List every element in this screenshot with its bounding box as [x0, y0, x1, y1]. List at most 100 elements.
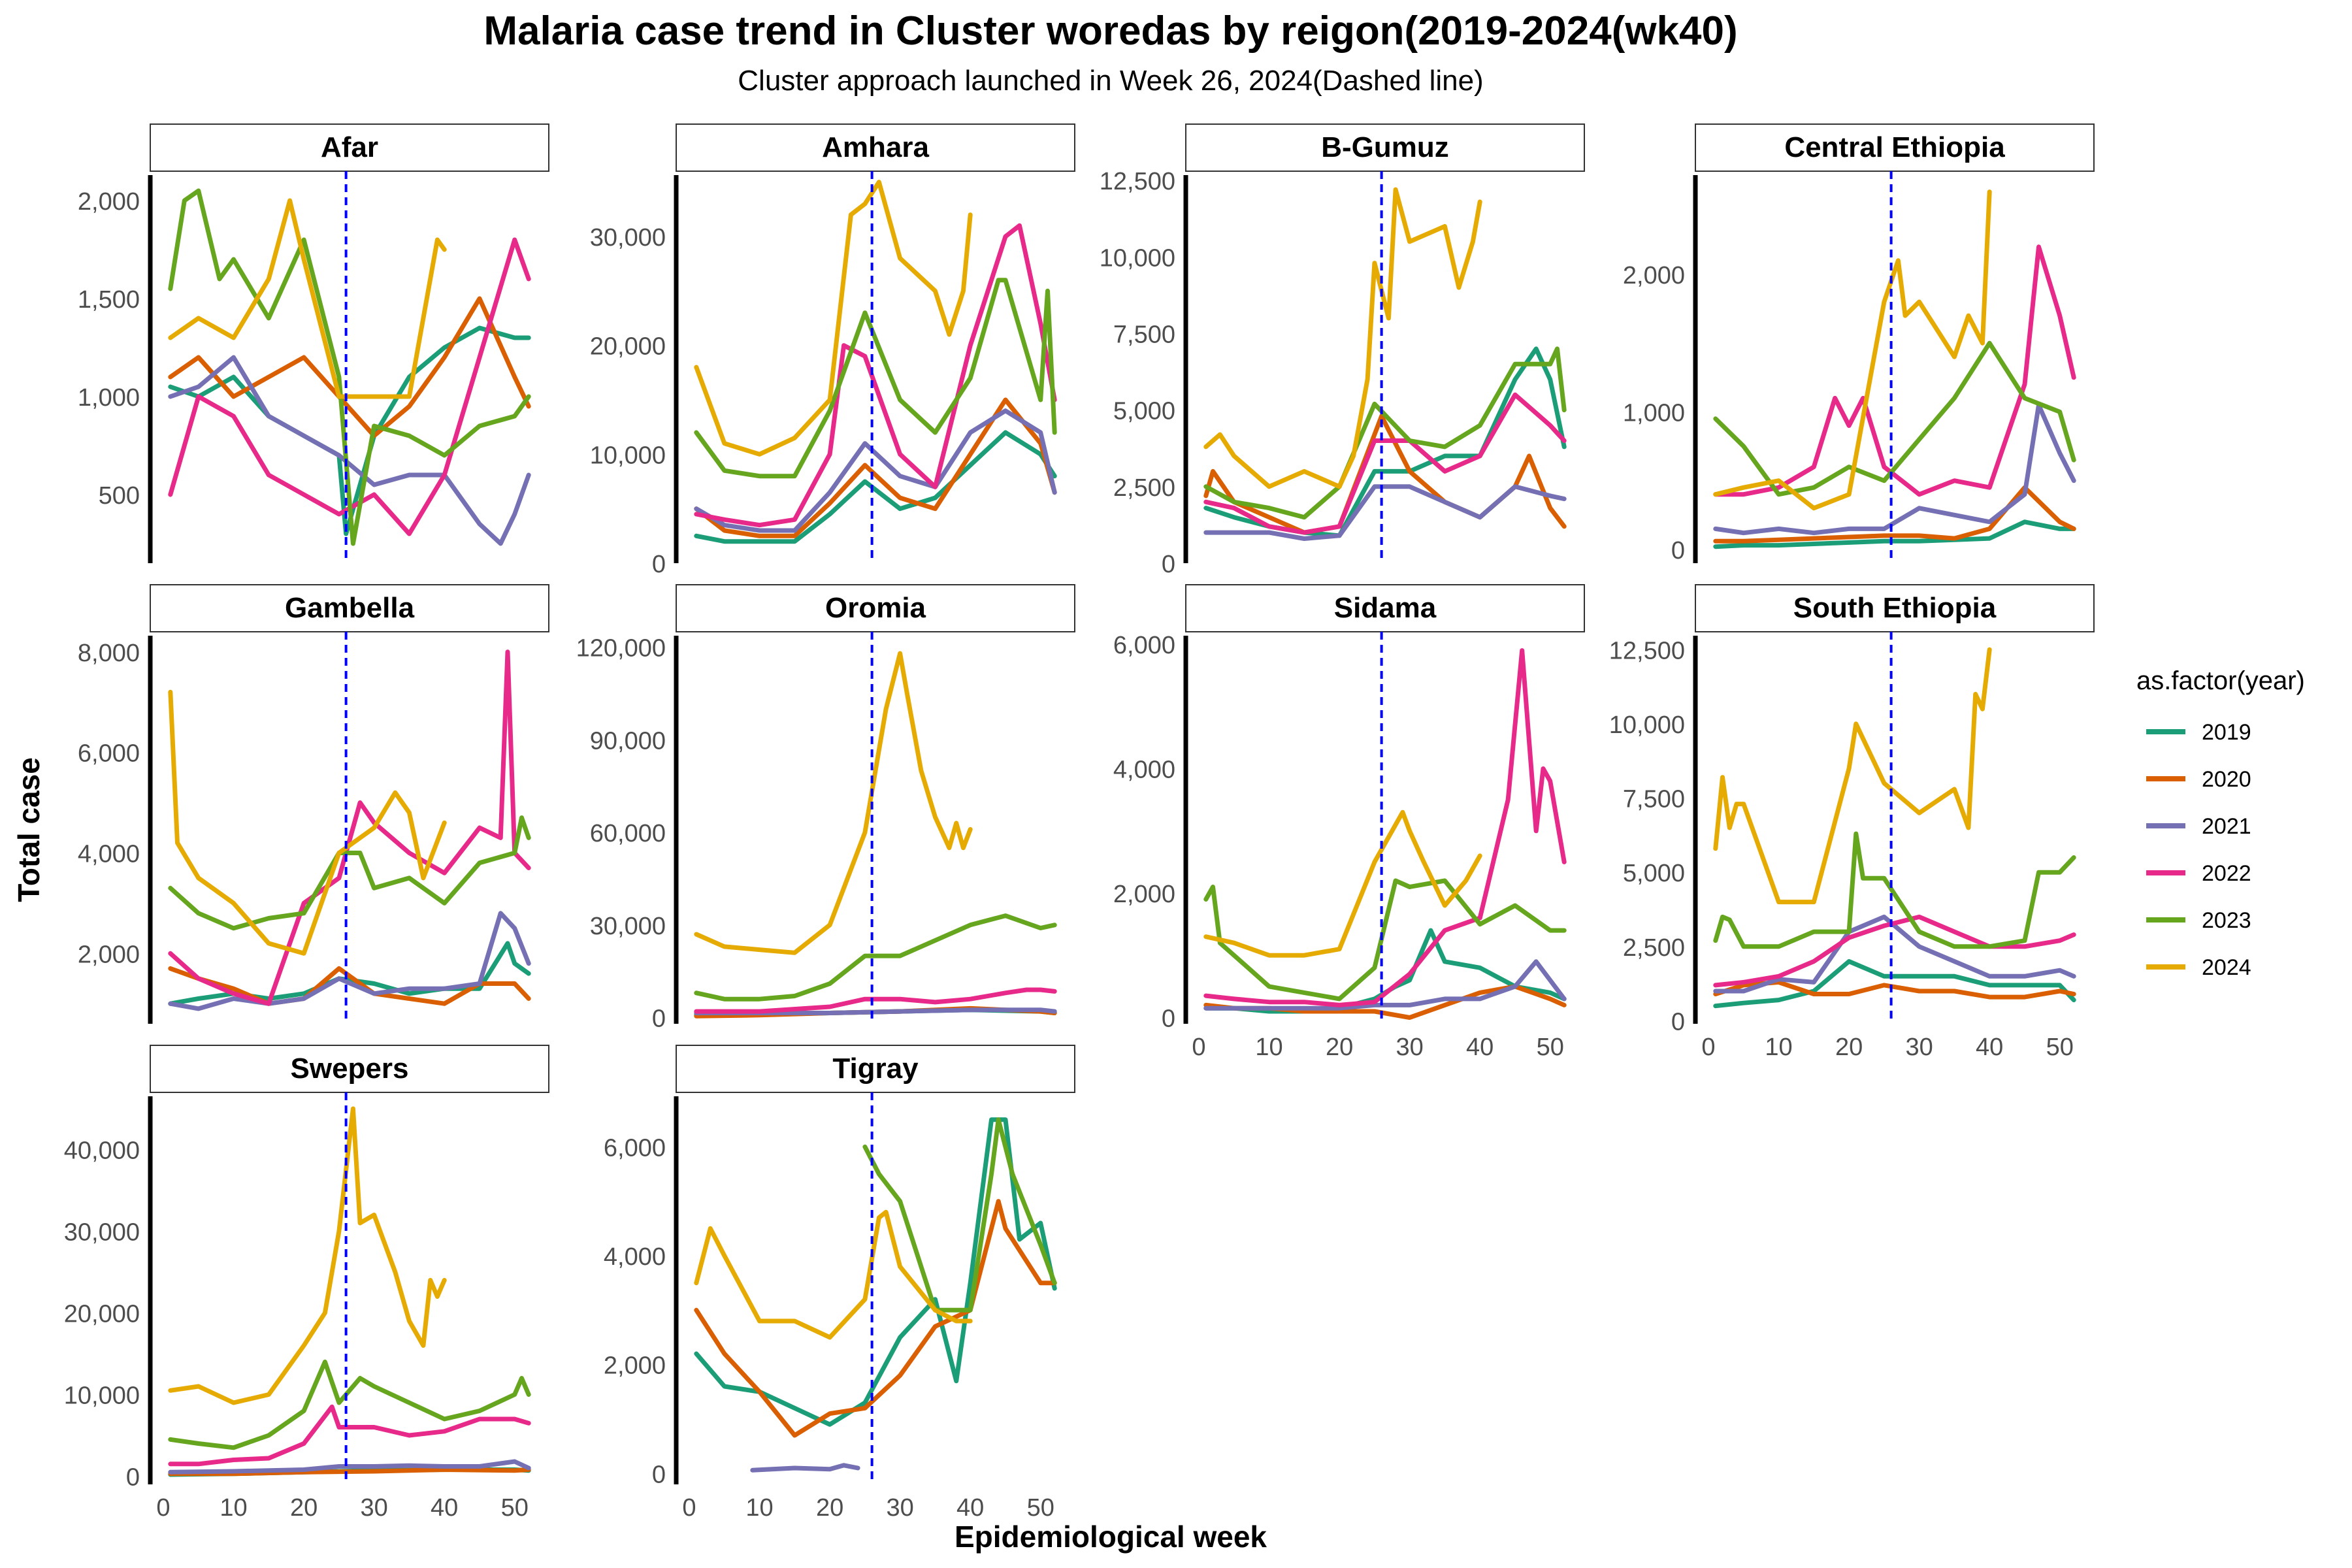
series-line-2021	[168, 355, 531, 546]
series-line-2022	[1203, 392, 1567, 535]
series-line-2023	[168, 815, 531, 931]
series-line-2024	[694, 1209, 973, 1340]
x-tick-label: 50	[501, 1494, 529, 1522]
strip-box	[150, 584, 549, 632]
series-line-2020	[168, 966, 531, 1006]
legend-label-2019: 2019	[2202, 720, 2251, 745]
series-line-2024	[168, 689, 447, 956]
series-line-2019	[694, 1117, 1057, 1427]
series-line-2023	[168, 188, 531, 546]
series-line-2019	[694, 430, 1057, 544]
y-tick-label: 0	[1162, 1005, 1175, 1032]
y-tick-label: 40,000	[64, 1137, 140, 1165]
y-tick-label: 4,000	[604, 1243, 666, 1271]
strip-box	[150, 123, 549, 172]
series-line-2022	[1713, 914, 2076, 988]
panel-amhara: Amhara 0 10,000 20,000 30,000	[590, 123, 1075, 578]
series-line-2024	[1203, 809, 1482, 958]
strip-label: Sidama	[1334, 592, 1437, 624]
strip-label: Tigray	[832, 1053, 919, 1085]
y-tick-label: 7,500	[1623, 786, 1685, 813]
series-line-2024	[168, 198, 447, 399]
series-line-2022	[694, 987, 1057, 1014]
y-tick-label: 0	[652, 1461, 666, 1488]
legend-title: as.factor(year)	[2136, 666, 2305, 695]
y-tick-label: 12,500	[1100, 168, 1175, 195]
strip-label: Swepers	[291, 1053, 409, 1085]
y-tick-label: 2,000	[1623, 262, 1685, 289]
x-tick-label: 20	[816, 1494, 843, 1522]
x-tick-label: 30	[887, 1494, 914, 1522]
y-tick-label: 10,000	[64, 1382, 140, 1410]
y-tick-label: 1,000	[78, 384, 140, 412]
x-tick-label: 40	[1466, 1034, 1494, 1061]
strip-label: Gambella	[285, 592, 415, 624]
strip-box	[1695, 123, 2095, 172]
y-tick-label: 12,500	[1609, 637, 1685, 664]
series-line-2020	[1713, 485, 2076, 544]
y-tick-label: 30,000	[64, 1219, 140, 1247]
x-tick-label: 10	[220, 1494, 247, 1522]
series-line-2024	[168, 1106, 447, 1405]
legend-label-2020: 2020	[2202, 767, 2251, 792]
x-tick-label: 50	[1027, 1494, 1054, 1522]
y-tick-label: 5,000	[1623, 860, 1685, 887]
y-tick-label: 1,500	[78, 286, 140, 314]
panel-afar: Afar 500 1,000 1,500 2,000	[78, 123, 549, 563]
y-tick-label: 0	[652, 551, 666, 578]
x-tick-label: 0	[1192, 1034, 1205, 1061]
y-tick-label: 20,000	[590, 333, 666, 361]
strip-box	[676, 584, 1075, 632]
x-tick-label: 40	[1976, 1034, 2003, 1061]
legend-label-2023: 2023	[2202, 908, 2251, 933]
series-line-2019	[1713, 519, 2076, 549]
series-line-2023	[1713, 831, 2076, 949]
series-line-2022	[1203, 648, 1567, 1007]
series-line-2019	[1713, 959, 2076, 1009]
series-line-2024	[1203, 187, 1482, 489]
y-tick-label: 0	[1671, 1008, 1685, 1036]
x-tick-label: 20	[1835, 1034, 1863, 1061]
y-tick-label: 30,000	[590, 224, 666, 252]
strip-box	[676, 123, 1075, 172]
x-tick-label: 20	[290, 1494, 318, 1522]
x-tick-label: 10	[745, 1494, 773, 1522]
chart-title: Malaria case trend in Cluster woredas by…	[483, 8, 1737, 54]
y-axis-label: Total case	[12, 757, 46, 902]
panel-b-gumuz: B-Gumuz 0 2,500 5,000 7,500 10,000 12,500	[1100, 123, 1585, 578]
series-line-2024	[1713, 647, 1992, 905]
series-line-2021	[168, 1459, 531, 1475]
strip-label: Central Ethiopia	[1784, 131, 2005, 163]
x-tick-label: 50	[2046, 1034, 2074, 1061]
panel-central-ethiopia: Central Ethiopia 0 1,000 2,000	[1623, 123, 2095, 564]
y-tick-label: 7,500	[1113, 321, 1175, 348]
series-line-2019	[1203, 928, 1567, 1014]
x-tick-label: 0	[1701, 1034, 1715, 1061]
x-axis-label: Epidemiological week	[955, 1520, 1267, 1554]
y-tick-label: 0	[126, 1464, 140, 1492]
y-tick-label: 4,000	[78, 840, 140, 868]
series-line-2022	[1713, 244, 2076, 497]
y-tick-label: 6,000	[604, 1134, 666, 1162]
series-line-2021	[1713, 914, 2076, 994]
series-line-2022	[168, 649, 531, 1006]
strip-box	[150, 1045, 549, 1093]
y-tick-label: 90,000	[590, 727, 666, 755]
panel-sidama: Sidama 0 2,000 4,000 6,000 0 10 20 30 40 50	[1113, 584, 1585, 1061]
y-tick-label: 8,000	[78, 640, 140, 667]
series-line-2023	[694, 913, 1057, 1002]
series-line-2021	[1203, 484, 1567, 541]
x-tick-label: 20	[1326, 1034, 1353, 1061]
legend-label-2022: 2022	[2202, 861, 2251, 886]
x-tick-label: 10	[1765, 1034, 1792, 1061]
panel-swepers: Swepers 0 10,000 20,000 30,000 40,000 0 10 20 30 4…	[64, 1045, 549, 1522]
facet-panels: Afar5001,0001,5002,000Amhara010,00020,00…	[64, 123, 2095, 1522]
panel-oromia: Oromia 0 30,000 60,000 90,000 120,000	[576, 584, 1075, 1033]
y-tick-label: 20,000	[64, 1301, 140, 1328]
series-line-2023	[1203, 878, 1567, 1002]
x-tick-label: 30	[1906, 1034, 1933, 1061]
y-tick-label: 5,000	[1113, 398, 1175, 425]
panel-tigray: Tigray 0 2,000 4,000 6,000 0 10 20 30 40 50	[604, 1045, 1075, 1522]
